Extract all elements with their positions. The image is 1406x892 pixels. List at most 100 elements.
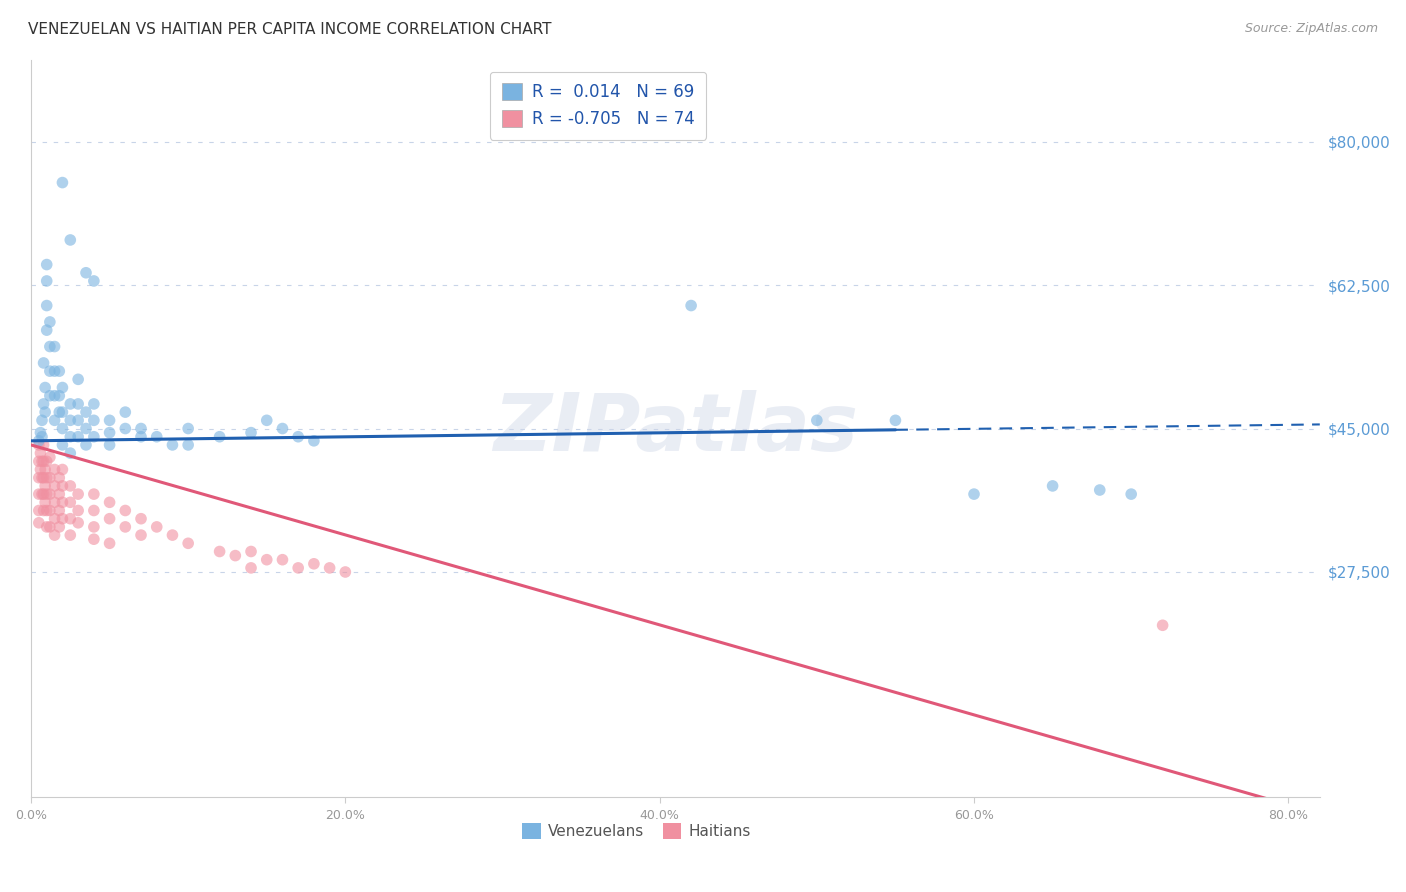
Point — [35, 274, 58, 288]
Point — [51, 479, 73, 493]
Point — [51, 462, 73, 476]
Point — [98, 512, 121, 526]
Point — [208, 544, 231, 558]
Point — [48, 520, 70, 534]
Point — [51, 380, 73, 394]
Point — [287, 561, 309, 575]
Point — [67, 372, 90, 386]
Point — [28, 438, 51, 452]
Point — [59, 528, 82, 542]
Point — [208, 430, 231, 444]
Point — [114, 520, 136, 534]
Point — [35, 454, 58, 468]
Point — [177, 536, 200, 550]
Point — [38, 315, 60, 329]
Point — [98, 495, 121, 509]
Point — [177, 438, 200, 452]
Point — [30, 462, 52, 476]
Point — [884, 413, 907, 427]
Point — [256, 552, 278, 566]
Point — [31, 430, 53, 444]
Text: Source: ZipAtlas.com: Source: ZipAtlas.com — [1244, 22, 1378, 36]
Point — [129, 430, 152, 444]
Point — [35, 520, 58, 534]
Point — [318, 561, 340, 575]
Text: ZIPatlas: ZIPatlas — [494, 390, 858, 467]
Point — [51, 512, 73, 526]
Point — [51, 438, 73, 452]
Point — [44, 528, 66, 542]
Point — [44, 339, 66, 353]
Point — [35, 299, 58, 313]
Point — [32, 503, 55, 517]
Point — [83, 430, 105, 444]
Point — [83, 532, 105, 546]
Point — [271, 552, 294, 566]
Point — [287, 430, 309, 444]
Point — [129, 528, 152, 542]
Point — [51, 176, 73, 190]
Point — [177, 421, 200, 435]
Point — [83, 397, 105, 411]
Point — [28, 434, 51, 448]
Point — [31, 413, 53, 427]
Point — [240, 561, 263, 575]
Point — [67, 516, 90, 530]
Point — [1042, 479, 1064, 493]
Point — [83, 520, 105, 534]
Point — [38, 487, 60, 501]
Point — [38, 450, 60, 465]
Point — [38, 389, 60, 403]
Point — [67, 430, 90, 444]
Point — [44, 479, 66, 493]
Point — [114, 421, 136, 435]
Point — [44, 495, 66, 509]
Point — [48, 364, 70, 378]
Point — [30, 446, 52, 460]
Point — [83, 487, 105, 501]
Point — [38, 364, 60, 378]
Point — [67, 503, 90, 517]
Point — [302, 557, 325, 571]
Point — [31, 454, 53, 468]
Point — [38, 339, 60, 353]
Point — [83, 413, 105, 427]
Point — [44, 413, 66, 427]
Point — [38, 520, 60, 534]
Point — [98, 438, 121, 452]
Point — [31, 487, 53, 501]
Point — [51, 495, 73, 509]
Point — [145, 520, 167, 534]
Point — [75, 421, 97, 435]
Point — [48, 405, 70, 419]
Point — [34, 479, 56, 493]
Point — [51, 421, 73, 435]
Point — [1121, 487, 1143, 501]
Point — [224, 549, 246, 563]
Point — [162, 438, 184, 452]
Point — [44, 364, 66, 378]
Point — [28, 516, 51, 530]
Point — [59, 495, 82, 509]
Point — [59, 397, 82, 411]
Point — [67, 413, 90, 427]
Point — [129, 421, 152, 435]
Point — [38, 503, 60, 517]
Point — [31, 471, 53, 485]
Point — [32, 487, 55, 501]
Point — [59, 430, 82, 444]
Point — [75, 438, 97, 452]
Legend: Venezuelans, Haitians: Venezuelans, Haitians — [516, 817, 758, 845]
Point — [59, 512, 82, 526]
Point — [59, 413, 82, 427]
Point — [34, 495, 56, 509]
Point — [38, 471, 60, 485]
Point — [98, 413, 121, 427]
Point — [114, 405, 136, 419]
Point — [32, 471, 55, 485]
Point — [48, 389, 70, 403]
Point — [114, 503, 136, 517]
Point — [302, 434, 325, 448]
Point — [35, 487, 58, 501]
Point — [48, 487, 70, 501]
